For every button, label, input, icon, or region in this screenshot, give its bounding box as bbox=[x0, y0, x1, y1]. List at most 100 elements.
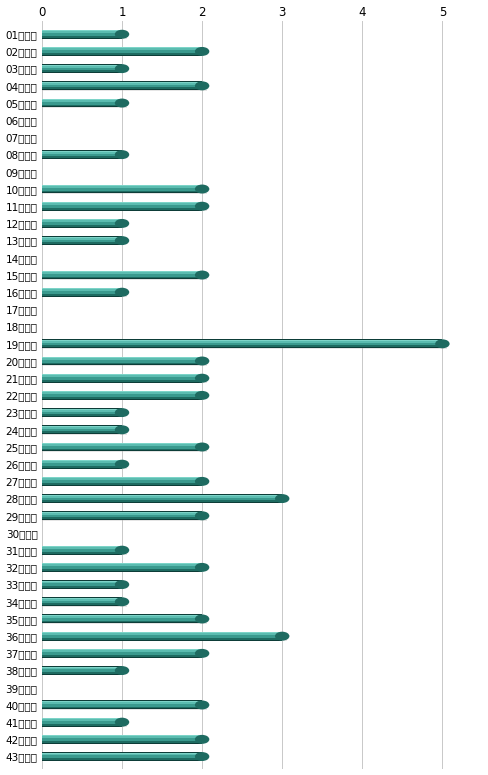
Bar bbox=[42, 47, 202, 48]
Bar bbox=[42, 105, 122, 106]
Bar bbox=[42, 381, 202, 383]
Bar bbox=[42, 278, 202, 280]
Bar bbox=[42, 741, 202, 742]
Bar bbox=[42, 238, 122, 239]
Bar bbox=[42, 586, 122, 588]
Bar bbox=[42, 271, 202, 272]
Bar bbox=[42, 392, 202, 394]
Bar bbox=[42, 152, 122, 153]
Bar bbox=[42, 449, 202, 450]
Ellipse shape bbox=[115, 288, 129, 297]
Bar bbox=[42, 358, 202, 360]
Bar bbox=[42, 564, 202, 567]
Bar bbox=[42, 347, 443, 348]
Bar bbox=[42, 756, 202, 758]
Bar bbox=[42, 500, 282, 502]
Bar bbox=[42, 432, 122, 433]
Bar bbox=[42, 48, 202, 50]
Bar bbox=[42, 666, 122, 667]
Ellipse shape bbox=[195, 701, 209, 709]
Bar bbox=[42, 621, 202, 622]
Ellipse shape bbox=[195, 184, 209, 194]
Ellipse shape bbox=[195, 47, 209, 56]
Bar bbox=[42, 502, 282, 503]
Bar bbox=[42, 460, 122, 461]
Bar bbox=[42, 649, 202, 650]
Bar bbox=[42, 512, 202, 513]
Bar bbox=[42, 477, 202, 478]
Bar bbox=[42, 82, 202, 83]
Bar bbox=[42, 721, 122, 724]
Bar bbox=[42, 36, 122, 38]
Bar bbox=[42, 702, 202, 704]
Bar bbox=[42, 433, 122, 434]
Bar bbox=[42, 357, 202, 358]
Bar bbox=[42, 277, 202, 278]
Bar bbox=[42, 567, 202, 569]
Bar bbox=[42, 650, 202, 653]
Bar bbox=[42, 208, 202, 209]
Bar bbox=[42, 718, 122, 719]
Ellipse shape bbox=[435, 339, 449, 348]
Ellipse shape bbox=[115, 408, 129, 417]
Bar bbox=[42, 99, 122, 100]
Bar bbox=[42, 391, 202, 392]
Bar bbox=[42, 374, 202, 375]
Bar bbox=[42, 655, 202, 656]
Bar bbox=[42, 412, 122, 414]
Bar bbox=[42, 674, 122, 675]
Bar bbox=[42, 467, 122, 469]
Bar bbox=[42, 515, 202, 518]
Bar bbox=[42, 667, 122, 670]
Bar bbox=[42, 653, 202, 655]
Bar bbox=[42, 563, 202, 564]
Bar bbox=[42, 192, 202, 194]
Bar bbox=[42, 30, 122, 31]
Bar bbox=[42, 399, 202, 400]
Bar bbox=[42, 414, 122, 416]
Bar bbox=[42, 341, 443, 343]
Bar bbox=[42, 153, 122, 157]
Bar bbox=[42, 209, 202, 211]
Ellipse shape bbox=[115, 98, 129, 108]
Bar bbox=[42, 84, 202, 88]
Ellipse shape bbox=[115, 29, 129, 39]
Ellipse shape bbox=[195, 477, 209, 486]
Bar bbox=[42, 66, 122, 67]
Bar bbox=[42, 656, 202, 658]
Bar bbox=[42, 408, 122, 409]
Bar bbox=[42, 360, 202, 363]
Ellipse shape bbox=[115, 460, 129, 469]
Bar bbox=[42, 295, 122, 297]
Bar bbox=[42, 106, 122, 108]
Bar bbox=[42, 205, 202, 208]
Bar bbox=[42, 243, 122, 244]
Ellipse shape bbox=[195, 563, 209, 572]
Bar bbox=[42, 450, 202, 452]
Bar bbox=[42, 485, 202, 486]
Bar bbox=[42, 186, 202, 188]
Bar bbox=[42, 736, 202, 739]
Bar bbox=[42, 380, 202, 381]
Bar bbox=[42, 416, 122, 417]
Bar bbox=[42, 615, 202, 616]
Bar bbox=[42, 364, 202, 366]
Bar bbox=[42, 394, 202, 397]
Ellipse shape bbox=[195, 391, 209, 400]
Bar bbox=[42, 191, 202, 192]
Bar bbox=[42, 236, 122, 238]
Bar bbox=[42, 363, 202, 364]
Ellipse shape bbox=[195, 81, 209, 91]
Bar bbox=[42, 272, 202, 274]
Bar bbox=[42, 478, 202, 480]
Bar bbox=[42, 185, 202, 186]
Bar bbox=[42, 340, 443, 341]
Ellipse shape bbox=[115, 666, 129, 675]
Bar bbox=[42, 513, 202, 515]
Bar bbox=[42, 443, 202, 444]
Bar bbox=[42, 635, 282, 638]
Bar bbox=[42, 288, 122, 289]
Bar bbox=[42, 53, 202, 55]
Bar bbox=[42, 519, 202, 520]
Bar bbox=[42, 33, 122, 36]
